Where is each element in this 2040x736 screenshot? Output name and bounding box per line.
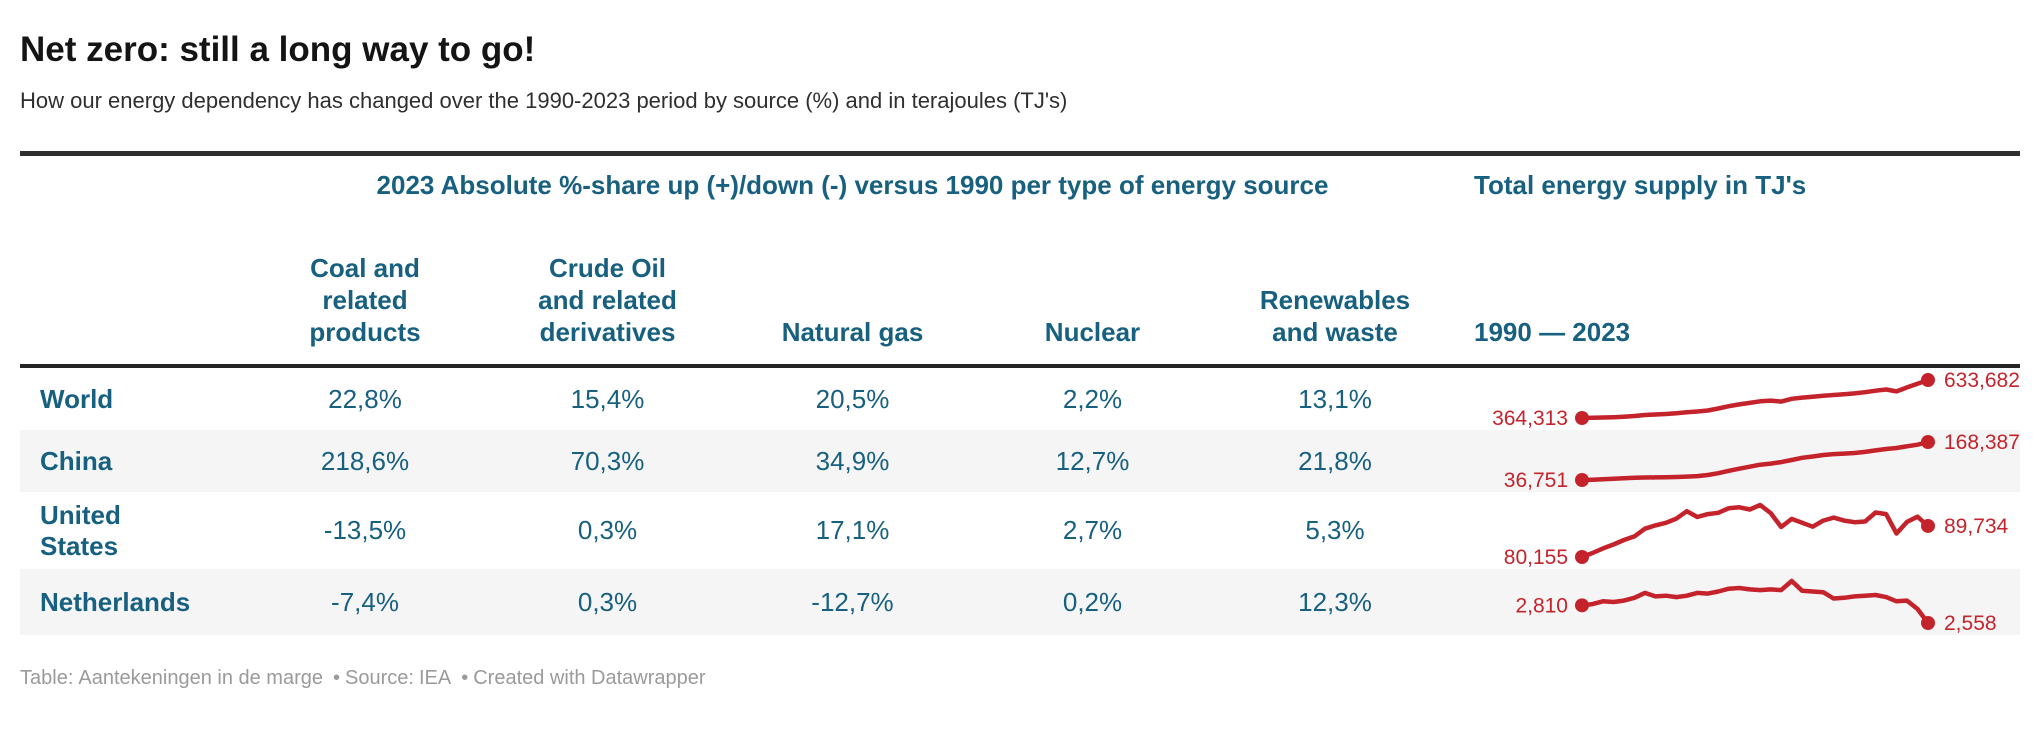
column-header-coal: Coal and related products	[309, 253, 421, 347]
value-cell: 20,5%	[815, 383, 890, 414]
sparkline-cell-united-states: 80,155 89,734	[1460, 494, 2020, 568]
svg-text:89,734: 89,734	[1944, 515, 2009, 538]
svg-text:168,387: 168,387	[1944, 431, 2020, 454]
value-cell: 34,9%	[815, 445, 890, 476]
value-cell: 2,2%	[1062, 383, 1123, 414]
svg-text:364,313: 364,313	[1492, 407, 1568, 429]
value-cell: -7,4%	[331, 586, 399, 617]
value-cell: 2,7%	[1062, 515, 1123, 546]
footer-source-link[interactable]: IEA	[418, 667, 452, 690]
value-cell: 12,3%	[1298, 586, 1372, 617]
sparkline-netherlands: 2,810 2,558	[1515, 579, 1997, 634]
group-header-row: 2023 Absolute %-share up (+)/down (-) ve…	[20, 156, 2020, 214]
value-cell: 70,3%	[570, 445, 645, 476]
value-cell: 21,8%	[1298, 445, 1372, 476]
column-header-crude-oil: Crude Oil and related derivatives	[538, 253, 677, 347]
table-row-netherlands: Netherlands -7,4% 0,3% -12,7% 0,2% 12,3%…	[20, 569, 2020, 636]
svg-text:80,155: 80,155	[1504, 546, 1568, 568]
table-row-united-states: United States -13,5% 0,3% 17,1% 2,7% 5,3…	[20, 492, 2020, 569]
value-cell: 0,3%	[577, 515, 638, 546]
footer-attribution: Table: Aantekeningen in de marge • Source: I…	[20, 665, 2020, 691]
value-cell: 218,6%	[320, 445, 410, 476]
svg-text:36,751: 36,751	[1504, 469, 1568, 491]
datawrapper-table: Net zero: still a long way to go! How ou…	[20, 30, 2020, 691]
row-label-netherlands: Netherlands	[40, 587, 191, 617]
header-divider	[20, 364, 2020, 369]
group-header-tj: Total energy supply in TJ's	[1474, 169, 1807, 200]
footer-datawrapper-credit-link[interactable]: Created with Datawrapper	[473, 667, 706, 690]
sparkline-china: 36,751 168,387	[1504, 431, 2020, 491]
sparkline-cell-netherlands: 2,810 2,558	[1460, 570, 2020, 634]
footer-table-prefix: Table:	[20, 667, 74, 690]
value-cell: -13,5%	[323, 515, 407, 546]
table-row-china: China 218,6% 70,3% 34,9% 12,7% 21,8% 36,…	[20, 430, 2020, 493]
footer-table-byline-link[interactable]: Aantekeningen in de marge	[78, 667, 323, 690]
row-label-china: China	[40, 446, 113, 476]
top-divider	[20, 151, 2020, 157]
value-cell: 12,7%	[1055, 445, 1130, 476]
svg-text:2,810: 2,810	[1515, 595, 1568, 618]
column-header-row: Coal and related products Crude Oil and …	[20, 214, 2020, 364]
sparkline-cell-china: 36,751 168,387	[1460, 431, 2020, 491]
sparkline-world: 364,313 633,682	[1492, 369, 2020, 429]
column-header-renewables: Renewables and waste	[1259, 284, 1411, 347]
value-cell: 13,1%	[1298, 383, 1372, 414]
value-cell: 5,3%	[1305, 515, 1365, 546]
footer-source-prefix: Source:	[345, 667, 414, 690]
value-cell: 15,4%	[570, 383, 645, 414]
column-header-rowlabel-spacer	[20, 348, 245, 364]
value-cell: 0,2%	[1062, 586, 1123, 617]
table-row-world: World 22,8% 15,4% 20,5% 2,2% 13,1% 364,3…	[20, 368, 2020, 430]
page-title: Net zero: still a long way to go!	[20, 30, 536, 69]
column-header-years: 1990 — 2023	[1474, 316, 1631, 347]
subtitle: How our energy dependency has changed ov…	[20, 87, 1068, 113]
footer-separator: •	[461, 667, 469, 690]
group-header-percent: 2023 Absolute %-share up (+)/down (-) ve…	[376, 169, 1329, 200]
svg-text:633,682: 633,682	[1944, 369, 2020, 392]
value-cell: 0,3%	[577, 586, 638, 617]
sparkline-cell-world: 364,313 633,682	[1460, 369, 2020, 429]
svg-text:2,558: 2,558	[1944, 612, 1997, 634]
value-cell: -12,7%	[811, 586, 894, 617]
value-cell: 17,1%	[815, 515, 890, 546]
footer-separator: •	[333, 667, 341, 690]
row-label-united-states: United States	[40, 500, 121, 561]
value-cell: 22,8%	[328, 383, 402, 414]
column-header-natural-gas: Natural gas	[781, 316, 924, 347]
sparkline-united-states: 80,155 89,734	[1504, 502, 2009, 568]
column-header-nuclear: Nuclear	[1044, 316, 1141, 347]
row-label-world: World	[40, 384, 114, 414]
